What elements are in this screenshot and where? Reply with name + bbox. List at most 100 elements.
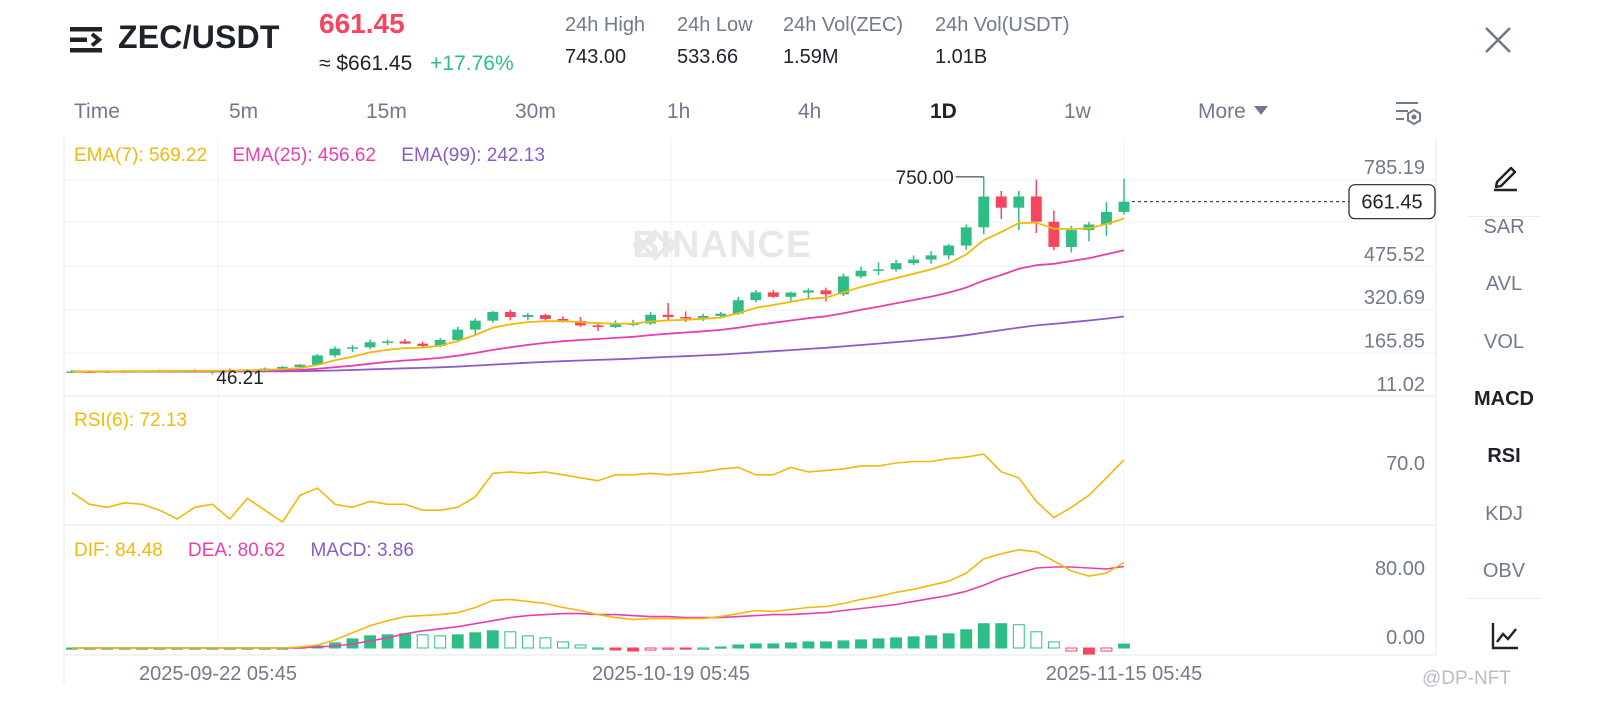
macd-histogram-bar (1012, 624, 1025, 649)
candle-body (802, 290, 814, 293)
macd-histogram-bar (784, 642, 797, 649)
macd-value-label: MACD: 3.86 (310, 540, 414, 561)
stat-label: 24h Vol(ZEC) (783, 14, 904, 36)
candle-body (1065, 230, 1077, 247)
macd-histogram-bar (1030, 631, 1043, 649)
candle-body (434, 339, 446, 346)
indicator-avl[interactable]: AVL (1485, 273, 1523, 295)
indicator-kdj[interactable]: KDJ (1485, 503, 1523, 525)
x-axis-tick-label: 2025-11-15 05:45 (1046, 663, 1202, 685)
close-icon[interactable] (1482, 24, 1514, 56)
candle-body (943, 245, 955, 256)
tab-4h[interactable]: 4h (798, 100, 822, 123)
indicator-vol[interactable]: VOL (1483, 331, 1525, 353)
timeframe-bar: Time 5m 15m 30m 1h 4h 1D 1w More (0, 96, 1600, 132)
price-change-percent: +17.76% (430, 52, 514, 75)
candle-body (1048, 221, 1060, 247)
macd-histogram-bar (504, 631, 517, 649)
candle-body (469, 320, 481, 330)
candle-body (785, 292, 797, 297)
candle-body (645, 314, 657, 324)
candle-body (347, 347, 358, 349)
macd-histogram-bar (399, 633, 412, 649)
tab-time[interactable]: Time (74, 100, 120, 123)
price-axis-label: 11.02 (1376, 374, 1425, 396)
tab-1d[interactable]: 1D (930, 100, 957, 123)
macd-histogram-bar (925, 635, 938, 649)
macd-histogram-bar (1100, 647, 1113, 652)
macd-histogram-bar (767, 643, 780, 649)
macd-histogram-bar (486, 630, 499, 649)
macd-histogram-bar (469, 632, 482, 649)
macd-histogram-bar (381, 634, 394, 649)
macd-histogram-bar (890, 637, 903, 649)
tab-1w[interactable]: 1w (1064, 100, 1091, 123)
macd-histogram-bar (960, 629, 973, 649)
stat-value: 743.00 (565, 46, 627, 68)
tab-15m[interactable]: 15m (366, 100, 407, 123)
user-watermark: @DP-NFT (1422, 668, 1511, 689)
ema25-label: EMA(25): 456.62 (232, 145, 376, 166)
candle-body (610, 324, 621, 328)
candle-body (767, 292, 779, 297)
pencil-draw-icon[interactable] (1489, 160, 1521, 192)
ema7-line (71, 217, 1125, 373)
price-axis-label: 320.69 (1364, 287, 1425, 309)
macd-histogram-bar (855, 639, 867, 649)
candle-body (557, 318, 569, 321)
tab-30m[interactable]: 30m (515, 100, 556, 123)
macd-histogram-bar (539, 637, 552, 649)
candle-body (1030, 196, 1042, 222)
macd-histogram-bar (907, 636, 920, 649)
chart-settings-icon[interactable] (1394, 98, 1424, 128)
tab-more[interactable]: More (1198, 100, 1268, 124)
indicator-obv[interactable]: OBV (1482, 560, 1526, 582)
rsi-line (71, 453, 1125, 523)
stat-value: 533.66 (677, 46, 739, 68)
caret-down-icon (1253, 106, 1268, 115)
candle-body (697, 315, 709, 318)
sidebar-divider (1468, 216, 1540, 217)
ema99-label: EMA(99): 242.13 (401, 145, 545, 166)
tab-1h[interactable]: 1h (667, 100, 691, 123)
candle-body (873, 269, 884, 271)
candle-body (522, 315, 534, 318)
candle-body (960, 227, 972, 246)
ema7-label: EMA(7): 569.22 (74, 145, 208, 166)
macd-histogram-bar (1082, 647, 1095, 655)
stat-label: 24h Low (677, 14, 753, 36)
macd-histogram-bar (977, 623, 990, 649)
macd-histogram-bar (644, 647, 657, 651)
price-axis-label: 475.52 (1364, 244, 1425, 266)
tab-more-label: More (1198, 100, 1246, 123)
dea-label: DEA: 80.62 (188, 540, 286, 561)
indicator-rsi[interactable]: RSI (1487, 445, 1521, 467)
macd-histogram-bar (521, 635, 534, 649)
indicator-sar[interactable]: SAR (1483, 216, 1525, 238)
candle-body (750, 292, 762, 301)
candle-body (487, 311, 499, 321)
dif-label: DIF: 84.48 (74, 540, 163, 561)
tab-5m[interactable]: 5m (229, 100, 259, 123)
macd-axis-label: 0.00 (1386, 627, 1425, 649)
stat-value: 1.01B (935, 46, 988, 68)
macd-histogram-bar (732, 644, 745, 649)
current-price-label: 661.45 (1361, 192, 1422, 214)
trading-pair[interactable]: ZEC/USDT (118, 19, 280, 55)
candle-body (1013, 196, 1025, 208)
candle-body (399, 341, 411, 344)
macd-histogram-bar (574, 644, 587, 649)
macd-histogram-bar (697, 647, 710, 650)
candle-body (855, 270, 867, 277)
stat-24h-vol-base: 24h Vol(ZEC) 1.59M (783, 14, 903, 69)
candle-body (978, 196, 990, 228)
sidebar-divider (1468, 598, 1540, 599)
menu-icon[interactable] (70, 25, 104, 55)
candle-body (382, 341, 394, 343)
macd-histogram-bar (1047, 641, 1060, 649)
chart-indicator-icon[interactable] (1489, 620, 1521, 652)
indicator-macd[interactable]: MACD (1474, 388, 1534, 410)
candle-body (925, 255, 937, 260)
macd-histogram-bar (556, 641, 569, 649)
